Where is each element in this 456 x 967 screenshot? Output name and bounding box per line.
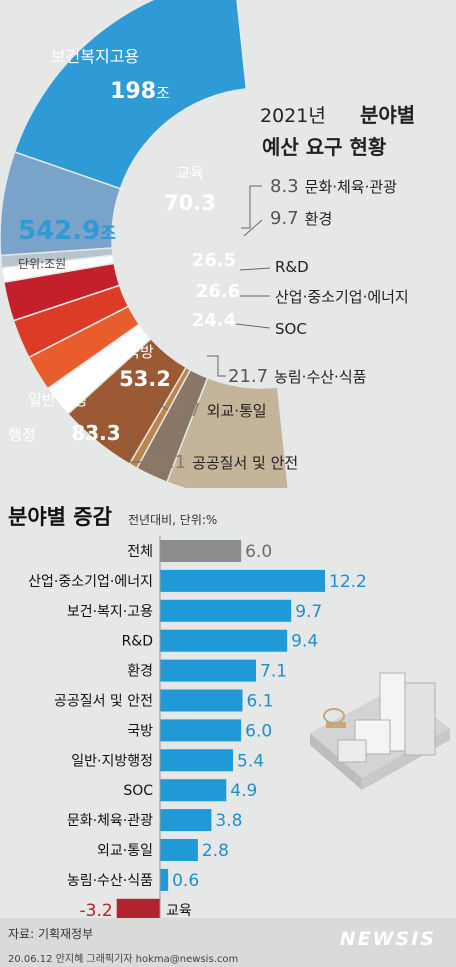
leader-line <box>149 397 169 411</box>
bar-value: 9.7 <box>295 602 322 622</box>
newsis-logo: NEWSIS <box>339 928 436 950</box>
bar-value: -3.2 <box>80 901 113 918</box>
bar-subtitle: 전년대비, 단위:% <box>128 513 217 527</box>
donut-slice <box>13 0 248 190</box>
slice-value: 22.1 공공질서 및 안전 <box>146 452 298 473</box>
unit-note: 단위:조원 <box>18 257 66 271</box>
slice-label: 국방 <box>126 343 154 361</box>
bar-value: 5.4 <box>237 751 264 771</box>
bar-value: 7.1 <box>260 662 287 682</box>
bar-category: 환경 <box>127 664 153 680</box>
bar-category: 보건·복지·고용 <box>67 604 153 620</box>
slice-label: 외교·통일 <box>207 402 267 420</box>
donut-subtitle: 예산 요구 현황 <box>262 135 387 159</box>
slice-label: 행정 <box>8 426 36 444</box>
leader-line <box>207 355 226 377</box>
bar-title: 분야별 증감 <box>8 505 112 529</box>
bar-value: 6.0 <box>245 542 272 562</box>
bar <box>160 629 288 652</box>
bar <box>160 719 242 742</box>
bar-value: 4.9 <box>230 781 257 801</box>
leader-line <box>239 267 271 271</box>
bar-value: 2.8 <box>202 841 229 861</box>
bar-value: 6.0 <box>245 721 272 741</box>
bar-category: 문화·체육·관광 <box>67 813 153 829</box>
bar <box>160 779 227 802</box>
donut-title: 분야별 <box>360 103 415 127</box>
slice-label: 공공질서 및 안전 <box>192 454 298 472</box>
slice-value: 5.7 외교·통일 <box>172 400 267 421</box>
slice-value: 8.3 문화·체육·관광 <box>270 176 397 197</box>
bar-category: 교육 <box>166 903 192 918</box>
slice-label: 교육 <box>176 164 204 182</box>
slice-label: 일반·지방 <box>28 391 88 409</box>
bar-category: 일반·지방행정 <box>71 753 153 769</box>
leader-line <box>241 185 262 229</box>
bar-value: 9.4 <box>291 632 318 652</box>
bar-category: R&D <box>122 634 153 650</box>
bar-chart: 분야별 증감 전년대비, 단위:% 전체 6.0 산업·중소기업·에너지 12.2 보건·복… <box>8 505 450 929</box>
total-value: 542.9조 <box>18 216 116 246</box>
illustration <box>310 672 450 790</box>
slice-value: 26.6 <box>196 281 240 302</box>
slice-value: 26.5 <box>192 250 236 271</box>
bar-category: 산업·중소기업·에너지 <box>28 574 153 590</box>
donut-title: 2021년 <box>260 105 326 127</box>
bar-value: 6.1 <box>247 692 274 712</box>
slice-value: 70.3 <box>164 191 216 215</box>
slice-value: 198조 <box>110 79 170 104</box>
slice-label: SOC <box>275 320 307 338</box>
bar-value: 12.2 <box>329 572 367 592</box>
slice-label: 환경 <box>305 210 333 228</box>
bar-value: 0.6 <box>172 871 199 891</box>
bar-category: SOC <box>123 783 153 799</box>
leader-line <box>243 219 263 237</box>
bar-category: 국방 <box>127 723 153 739</box>
bar-category: 외교·통일 <box>97 843 153 859</box>
footer-band <box>0 918 456 967</box>
bar-value: 3.8 <box>215 811 242 831</box>
slice-value: 9.7 환경 <box>270 208 332 229</box>
slice-value: 21.7 농림·수산·식품 <box>228 366 366 387</box>
bar-category: 농림·수산·식품 <box>67 873 153 889</box>
bar <box>116 898 160 921</box>
bar <box>160 569 325 592</box>
slice-label: 문화·체육·관광 <box>305 178 398 196</box>
slice-label: 산업·중소기업·에너지 <box>275 288 409 306</box>
bar-category: 전체 <box>127 544 153 560</box>
bar <box>160 749 234 772</box>
credit-text: 20.06.12 안지혜 그래픽기자 hokma@newsis.com <box>8 954 239 965</box>
bar <box>160 689 243 712</box>
slice-label: 농림·수산·식품 <box>274 368 366 386</box>
leader-line <box>129 430 142 463</box>
bar <box>160 540 242 562</box>
slice-value: 83.3 <box>71 421 120 445</box>
bar-category: 공공질서 및 안전 <box>54 694 153 710</box>
bar <box>160 809 212 832</box>
source-text: 자료: 기획재정부 <box>8 927 94 941</box>
bar-panel: 분야별 증감 전년대비, 단위:% 전체 6.0 산업·중소기업·에너지 12.2 보건·복… <box>0 488 456 967</box>
slice-label: 보건복지고용 <box>51 47 139 66</box>
slice-value: 53.2 <box>119 367 171 391</box>
leader-line <box>235 323 271 329</box>
bar <box>160 599 292 622</box>
slice-label: R&D <box>275 258 309 276</box>
slice-value: 24.4 <box>192 310 236 331</box>
bar <box>160 839 198 861</box>
bar <box>160 868 169 891</box>
bar <box>160 659 257 682</box>
